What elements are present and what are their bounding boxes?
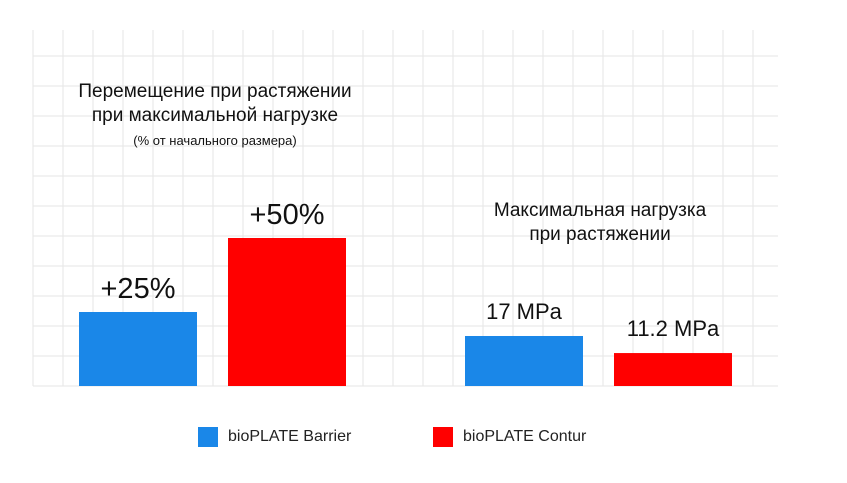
legend: bioPLATE Barrier bioPLATE Contur [0,427,847,451]
chart2-title-line1: Максимальная нагрузка [493,200,707,221]
chart1-title-line2: при максимальной нагрузке [91,105,339,126]
chart2-data-label-contur: 11.2 MPa [627,316,720,341]
chart1-bar-contur [228,238,346,386]
chart1-data-label-contur: +50% [250,199,325,231]
legend-swatch-contur [433,427,453,447]
legend-label-barrier: bioPLATE Barrier [228,428,352,445]
chart1-title-line1: Перемещение при растяжении [78,81,352,102]
chart2-bar-contur [614,353,732,386]
legend-swatch-barrier [198,427,218,447]
legend-item-barrier: bioPLATE Barrier [198,427,351,447]
chart1-subtitle: (% от начального размера) [133,133,297,148]
chart2-bar-barrier [465,336,583,386]
chart1-data-label-barrier: +25% [101,273,176,305]
legend-item-contur: bioPLATE Contur [433,427,586,447]
chart2-title-line2: при растяжении [529,224,671,245]
chart2-data-label-barrier: 17 MPa [486,299,563,324]
legend-label-contur: bioPLATE Contur [463,428,587,445]
chart1-bar-barrier [79,312,197,386]
